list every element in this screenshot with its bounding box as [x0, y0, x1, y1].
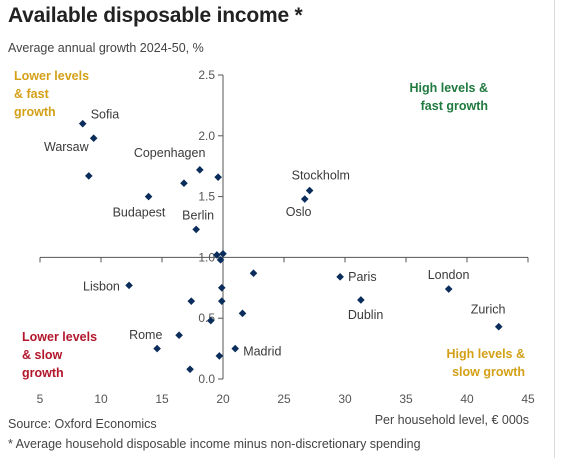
point-label: Stockholm: [292, 169, 350, 183]
x-tick-label: 45: [521, 392, 535, 406]
data-point: [153, 344, 161, 353]
data-point: [219, 249, 227, 258]
x-tick-label: 35: [399, 392, 413, 406]
point-label: Paris: [348, 270, 376, 284]
point-label: Rome: [129, 328, 162, 342]
quadrant-label: Lower levels: [22, 330, 97, 344]
quadrant-label: High levels &: [447, 347, 526, 361]
footnote: * Average household disposable income mi…: [8, 437, 421, 451]
data-point: [494, 322, 503, 331]
data-point: [192, 225, 200, 234]
quadrant-label: & slow: [22, 348, 63, 362]
quadrant-label: High levels &: [410, 81, 489, 95]
data-point: [217, 284, 226, 292]
quadrant-label: Lower levels: [14, 69, 89, 83]
x-tick-label: 40: [460, 392, 474, 406]
x-tick-label: 20: [216, 392, 230, 406]
data-point: [207, 316, 215, 325]
data-point: [175, 331, 183, 340]
data-point: [125, 281, 133, 290]
quadrant-label: growth: [14, 105, 56, 119]
x-tick-label: 10: [94, 392, 108, 406]
point-label: Oslo: [286, 205, 312, 219]
point-label: Budapest: [113, 206, 166, 220]
data-point: [213, 251, 221, 259]
point-label: Lisbon: [83, 279, 120, 293]
point-label: Madrid: [243, 345, 281, 359]
y-tick-label: 0.0: [198, 372, 215, 386]
y-tick-label: 0.5: [198, 311, 215, 325]
point-label: Dublin: [348, 308, 383, 322]
data-point: [196, 166, 204, 174]
data-point: [336, 273, 344, 281]
quadrant-label: growth: [22, 366, 64, 380]
scatter-chart: 0.0 0.5 1.0 1.5 2.0 2.5 5 10 15 20 25 30 35 40 45 Lower…: [14, 68, 535, 406]
point-label: London: [428, 268, 470, 282]
data-point: [180, 179, 188, 188]
data-point: [186, 365, 194, 374]
chart-title: Available disposable income *: [8, 4, 303, 27]
data-point: [300, 195, 309, 203]
data-point: [89, 134, 98, 143]
data-point: [217, 297, 226, 305]
point-label: Zurich: [471, 303, 506, 317]
y-tick-label: 2.5: [198, 68, 215, 82]
x-tick-label: 30: [338, 392, 352, 406]
data-point: [78, 119, 87, 128]
panel-divider: [554, 0, 555, 458]
data-point: [144, 192, 153, 201]
y-tick-label: 1.0: [198, 250, 215, 264]
data-point: [444, 285, 453, 293]
data-point: [249, 269, 258, 278]
data-point: [305, 186, 314, 195]
data-point: [187, 297, 196, 305]
data-point: [238, 309, 247, 318]
data-point: [214, 173, 222, 181]
data-point: [216, 256, 225, 264]
point-label: Sofia: [91, 108, 120, 122]
y-axis-label: Average annual growth 2024-50, %: [8, 41, 204, 55]
x-tick-label: 15: [155, 392, 169, 406]
quadrant-label: & fast: [14, 87, 50, 101]
data-point: [357, 296, 365, 304]
point-label: Berlin: [182, 208, 214, 222]
point-label: Warsaw: [44, 140, 90, 154]
data-point: [85, 172, 93, 180]
quadrant-label: slow growth: [452, 365, 525, 379]
y-tick-label: 1.5: [198, 190, 215, 204]
source-note: Source: Oxford Economics: [8, 417, 157, 431]
y-tick-label: 2.0: [198, 129, 215, 143]
point-label: Copenhagen: [134, 146, 206, 160]
quadrant-label: fast growth: [421, 99, 488, 113]
x-axis-label: Per household level, € 000s: [374, 413, 529, 427]
data-point: [215, 352, 224, 360]
x-tick-label: 25: [277, 392, 291, 406]
data-point: [231, 344, 239, 353]
x-tick-label: 5: [37, 392, 44, 406]
